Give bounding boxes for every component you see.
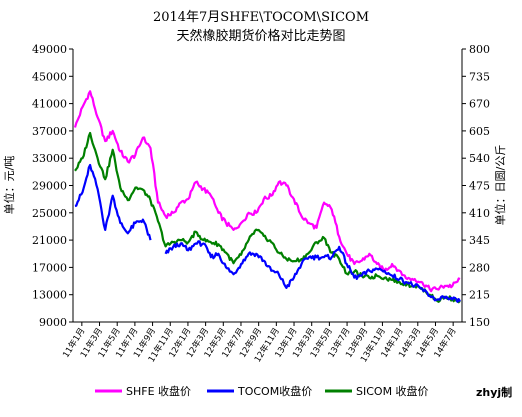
left-tick-label: 25000 xyxy=(32,207,67,220)
right-tick-label: 410 xyxy=(469,207,490,220)
left-tick-label: 21000 xyxy=(32,234,67,247)
left-tick-label: 29000 xyxy=(32,180,67,193)
y-left-axis-label: 单位：元/吨 xyxy=(2,156,16,215)
right-tick-label: 605 xyxy=(469,125,490,138)
legend-label-sicom: SICOM 收盘价 xyxy=(356,384,429,398)
left-tick-label: 17000 xyxy=(32,261,67,274)
right-tick-label: 800 xyxy=(469,43,490,56)
right-tick-label: 735 xyxy=(469,70,490,83)
left-tick-label: 13000 xyxy=(32,289,67,302)
right-axis-ticks: 150 215 280 345 410 475 540 605 670 735 800 xyxy=(462,43,490,329)
legend-label-tocom: TOCOM收盘价 xyxy=(237,384,312,398)
right-tick-label: 475 xyxy=(469,180,490,193)
left-tick-label: 49000 xyxy=(32,43,67,56)
left-tick-label: 33000 xyxy=(32,152,67,165)
left-tick-label: 41000 xyxy=(32,98,67,111)
right-tick-label: 540 xyxy=(469,152,490,165)
right-tick-label: 345 xyxy=(469,234,490,247)
legend-label-shfe: SHFE 收盘价 xyxy=(126,384,191,398)
right-tick-label: 670 xyxy=(469,98,490,111)
right-tick-label: 215 xyxy=(469,289,490,302)
series-layer xyxy=(73,90,461,304)
legend: SHFE 收盘价 TOCOM收盘价 SICOM 收盘价 xyxy=(95,384,429,398)
y-right-axis-label: 单位：日圆/公斤 xyxy=(493,145,507,226)
credit-text: zhyj制 xyxy=(476,385,512,399)
series-line-1 xyxy=(74,163,461,303)
right-tick-label: 150 xyxy=(469,316,490,329)
left-tick-label: 37000 xyxy=(32,125,67,138)
left-tick-label: 45000 xyxy=(32,70,67,83)
left-tick-label: 9000 xyxy=(39,316,67,329)
chart-subtitle: 天然橡胶期货价格对比走势图 xyxy=(176,28,345,44)
chart-title: 2014年7月SHFE\TOCOM\SICOM xyxy=(153,10,369,25)
left-axis-ticks: 9000 13000 17000 21000 25000 29000 33000 37000 4… xyxy=(32,43,73,329)
series-line-0 xyxy=(73,90,461,293)
right-tick-label: 280 xyxy=(469,261,490,274)
